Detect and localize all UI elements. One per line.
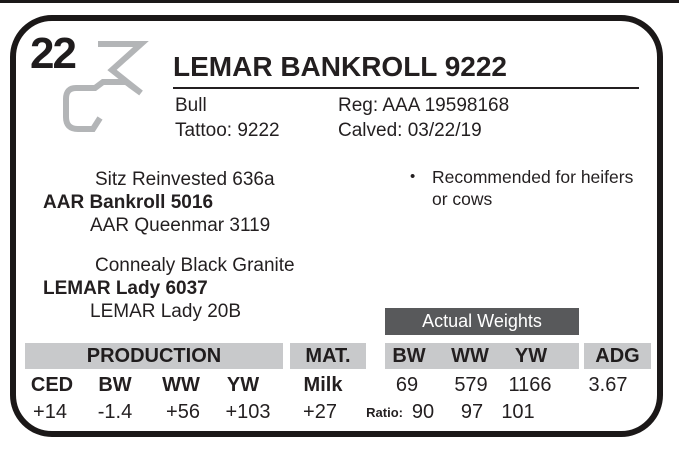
pedigree-sire: AAR Bankroll 5016 — [43, 192, 214, 213]
weight-yw-value: 1166 — [508, 374, 552, 396]
recommendation-note: • Recommended for heifers or cows — [410, 166, 642, 210]
sex-label: Bull — [175, 95, 207, 116]
epd-ced-value: +14 — [33, 401, 67, 423]
ratio-bw-value: 90 — [411, 401, 435, 423]
weights-columns-bar — [385, 343, 579, 369]
pedigree-dam-sire: Connealy Black Granite — [95, 255, 295, 276]
ranch-brand-3c-icon — [63, 41, 149, 132]
lot-number: 22 — [30, 29, 77, 78]
ratio-label: Ratio: — [366, 405, 403, 420]
production-header: PRODUCTION — [25, 343, 283, 369]
calved-date-label: Calved: 03/22/19 — [338, 120, 482, 141]
maternal-header: MAT. — [290, 343, 366, 369]
weight-ww-value: 579 — [454, 374, 488, 396]
adg-value: 3.67 — [588, 374, 628, 396]
pedigree-sire-dam: AAR Queenmar 3119 — [90, 215, 271, 236]
actual-weights-header: Actual Weights — [385, 308, 579, 335]
weights-col-ww: WW — [451, 345, 489, 367]
title-underline — [173, 87, 639, 89]
production-col-ced: CED — [30, 374, 74, 396]
note-text: Recommended for heifers or cows — [432, 167, 634, 209]
lot-card: 22 LEMAR BANKROLL 9222 Bull Tattoo: 9222… — [10, 15, 663, 437]
pedigree-sire-sire: Sitz Reinvested 636a — [95, 169, 275, 190]
registration-label: Reg: AAA 19598168 — [338, 95, 510, 116]
ratio-ww-value: 97 — [460, 401, 484, 423]
milk-value: +27 — [303, 401, 337, 423]
tattoo-label: Tattoo: 9222 — [175, 120, 280, 141]
weight-bw-value: 69 — [395, 374, 419, 396]
weights-col-bw: BW — [392, 345, 426, 367]
production-col-yw: YW — [226, 374, 260, 396]
adg-header: ADG — [584, 343, 651, 369]
animal-name-title: LEMAR BANKROLL 9222 — [173, 51, 507, 82]
pedigree-dam: LEMAR Lady 6037 — [43, 278, 208, 299]
page-top-divider — [0, 0, 679, 3]
weights-col-yw: YW — [514, 345, 548, 367]
epd-ww-value: +56 — [166, 401, 200, 423]
production-col-bw: BW — [98, 374, 132, 396]
bullet-icon: • — [410, 168, 416, 185]
production-col-ww: WW — [162, 374, 200, 396]
milk-column-header: Milk — [303, 374, 343, 396]
epd-yw-value: +103 — [225, 401, 271, 423]
pedigree-dam-dam: LEMAR Lady 20B — [90, 301, 242, 322]
epd-bw-value: -1.4 — [97, 401, 133, 423]
ratio-yw-value: 101 — [501, 401, 535, 423]
